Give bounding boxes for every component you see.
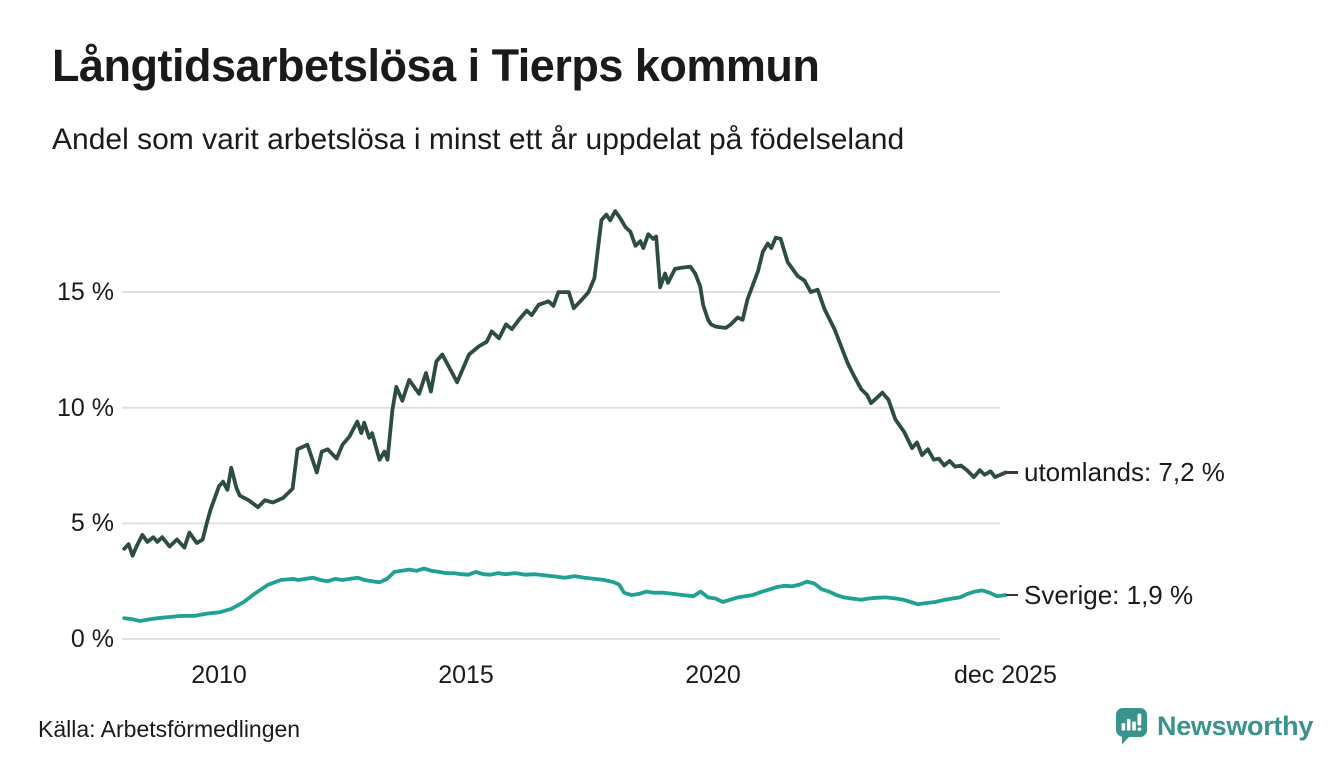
series-end-label-sverige: Sverige: 1,9 % <box>1006 578 1193 612</box>
y-tick-label: 0 % <box>70 625 114 653</box>
label-connector-line <box>1006 593 1018 597</box>
series-end-label-text: Sverige: 1,9 % <box>1024 579 1194 610</box>
chart-subtitle: Andel som varit arbetslösa i minst ett å… <box>52 123 905 156</box>
y-tick-label: 15 % <box>57 278 114 307</box>
series-end-label-utomlands: utomlands: 7,2 % <box>1006 455 1225 489</box>
label-connector-line <box>1006 471 1018 474</box>
y-tick-label: 5 % <box>70 509 114 538</box>
newsworthy-wordmark: Newsworthy <box>1157 710 1314 741</box>
newsworthy-logo: Newsworthy <box>1114 706 1313 746</box>
x-tick-label: 2010 <box>191 661 247 689</box>
x-tick-label: 2020 <box>685 661 741 689</box>
y-tick-label: 10 % <box>57 393 114 422</box>
chart-title: Långtidsarbetslösa i Tierps kommun <box>52 40 820 91</box>
source-attribution: Källa: Arbetsförmedlingen <box>38 716 301 742</box>
x-tick-label: 2015 <box>438 661 494 689</box>
x-tick-label: dec 2025 <box>954 661 1057 689</box>
series-end-label-text: utomlands: 7,2 % <box>1024 456 1225 487</box>
series-line-utomlands <box>122 209 1008 558</box>
series-line-sverige <box>122 566 1008 623</box>
newsworthy-bubble-chart-icon <box>1116 708 1147 745</box>
